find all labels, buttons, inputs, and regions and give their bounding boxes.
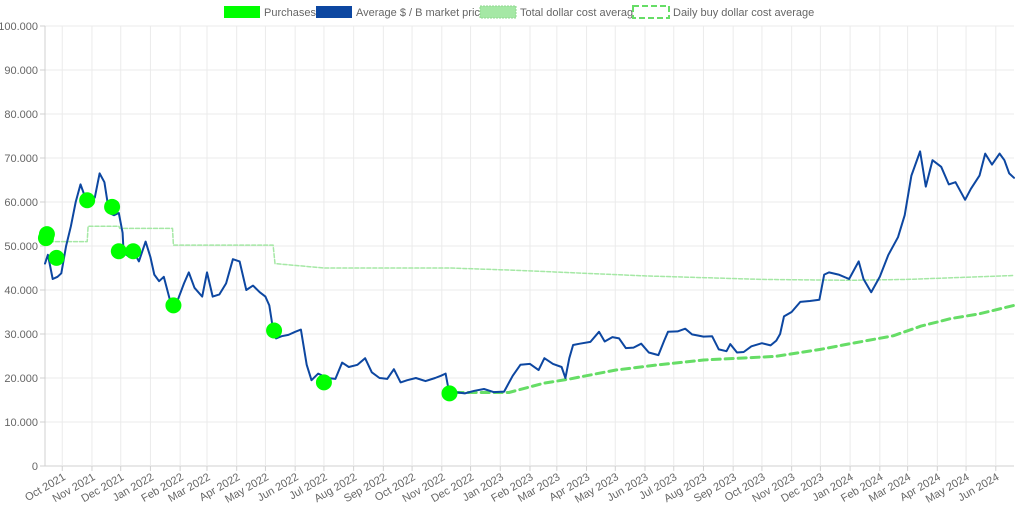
y-tick-label: 60.000 [4, 197, 38, 209]
legend-total-dca-swatch[interactable] [479, 5, 517, 19]
legend-purchases-label[interactable]: Purchases [264, 7, 316, 19]
grid [45, 25, 1014, 467]
legend-daily-dca-label[interactable]: Daily buy dollar cost average [673, 7, 814, 19]
purchase-point [79, 192, 96, 209]
points-layer [37, 192, 458, 402]
purchase-point [104, 198, 121, 215]
legend-daily-dca-swatch[interactable] [632, 5, 670, 19]
legend-market-price-swatch[interactable] [316, 6, 352, 18]
y-tick-label: 40.000 [4, 285, 38, 297]
legend-purchases-swatch[interactable] [224, 6, 260, 18]
y-tick-label: 0 [32, 461, 38, 473]
purchase-point [48, 249, 65, 266]
purchase-point [165, 297, 182, 314]
y-tick-label: 80.000 [4, 109, 38, 121]
purchase-point [125, 243, 142, 260]
daily-buy-dca-line [453, 303, 1016, 394]
y-tick-label: 10.000 [4, 417, 38, 429]
total-dca-line [44, 225, 1015, 282]
series-layer [44, 150, 1016, 397]
legend: Purchases Average $ / B market price Total… [224, 5, 814, 19]
purchase-point [110, 243, 127, 260]
legend-market-price-label[interactable]: Average $ / B market price [356, 7, 486, 19]
y-tick-label: 100.000 [0, 21, 38, 33]
y-tick-label: 20.000 [4, 373, 38, 385]
y-tick-label: 70.000 [4, 153, 38, 165]
y-axis: 0 10.000 20.000 30.000 40.000 50.000 60.000 70.… [0, 21, 46, 473]
purchase-point [441, 385, 458, 402]
market-price-line [44, 150, 1015, 397]
legend-total-dca-label[interactable]: Total dollar cost average [520, 7, 639, 19]
y-tick-label: 30.000 [4, 329, 38, 341]
y-tick-label: 50.000 [4, 241, 38, 253]
purchase-point [266, 322, 283, 339]
purchase-point [38, 226, 55, 243]
y-tick-label: 90.000 [4, 65, 38, 77]
purchase-point [315, 374, 332, 391]
